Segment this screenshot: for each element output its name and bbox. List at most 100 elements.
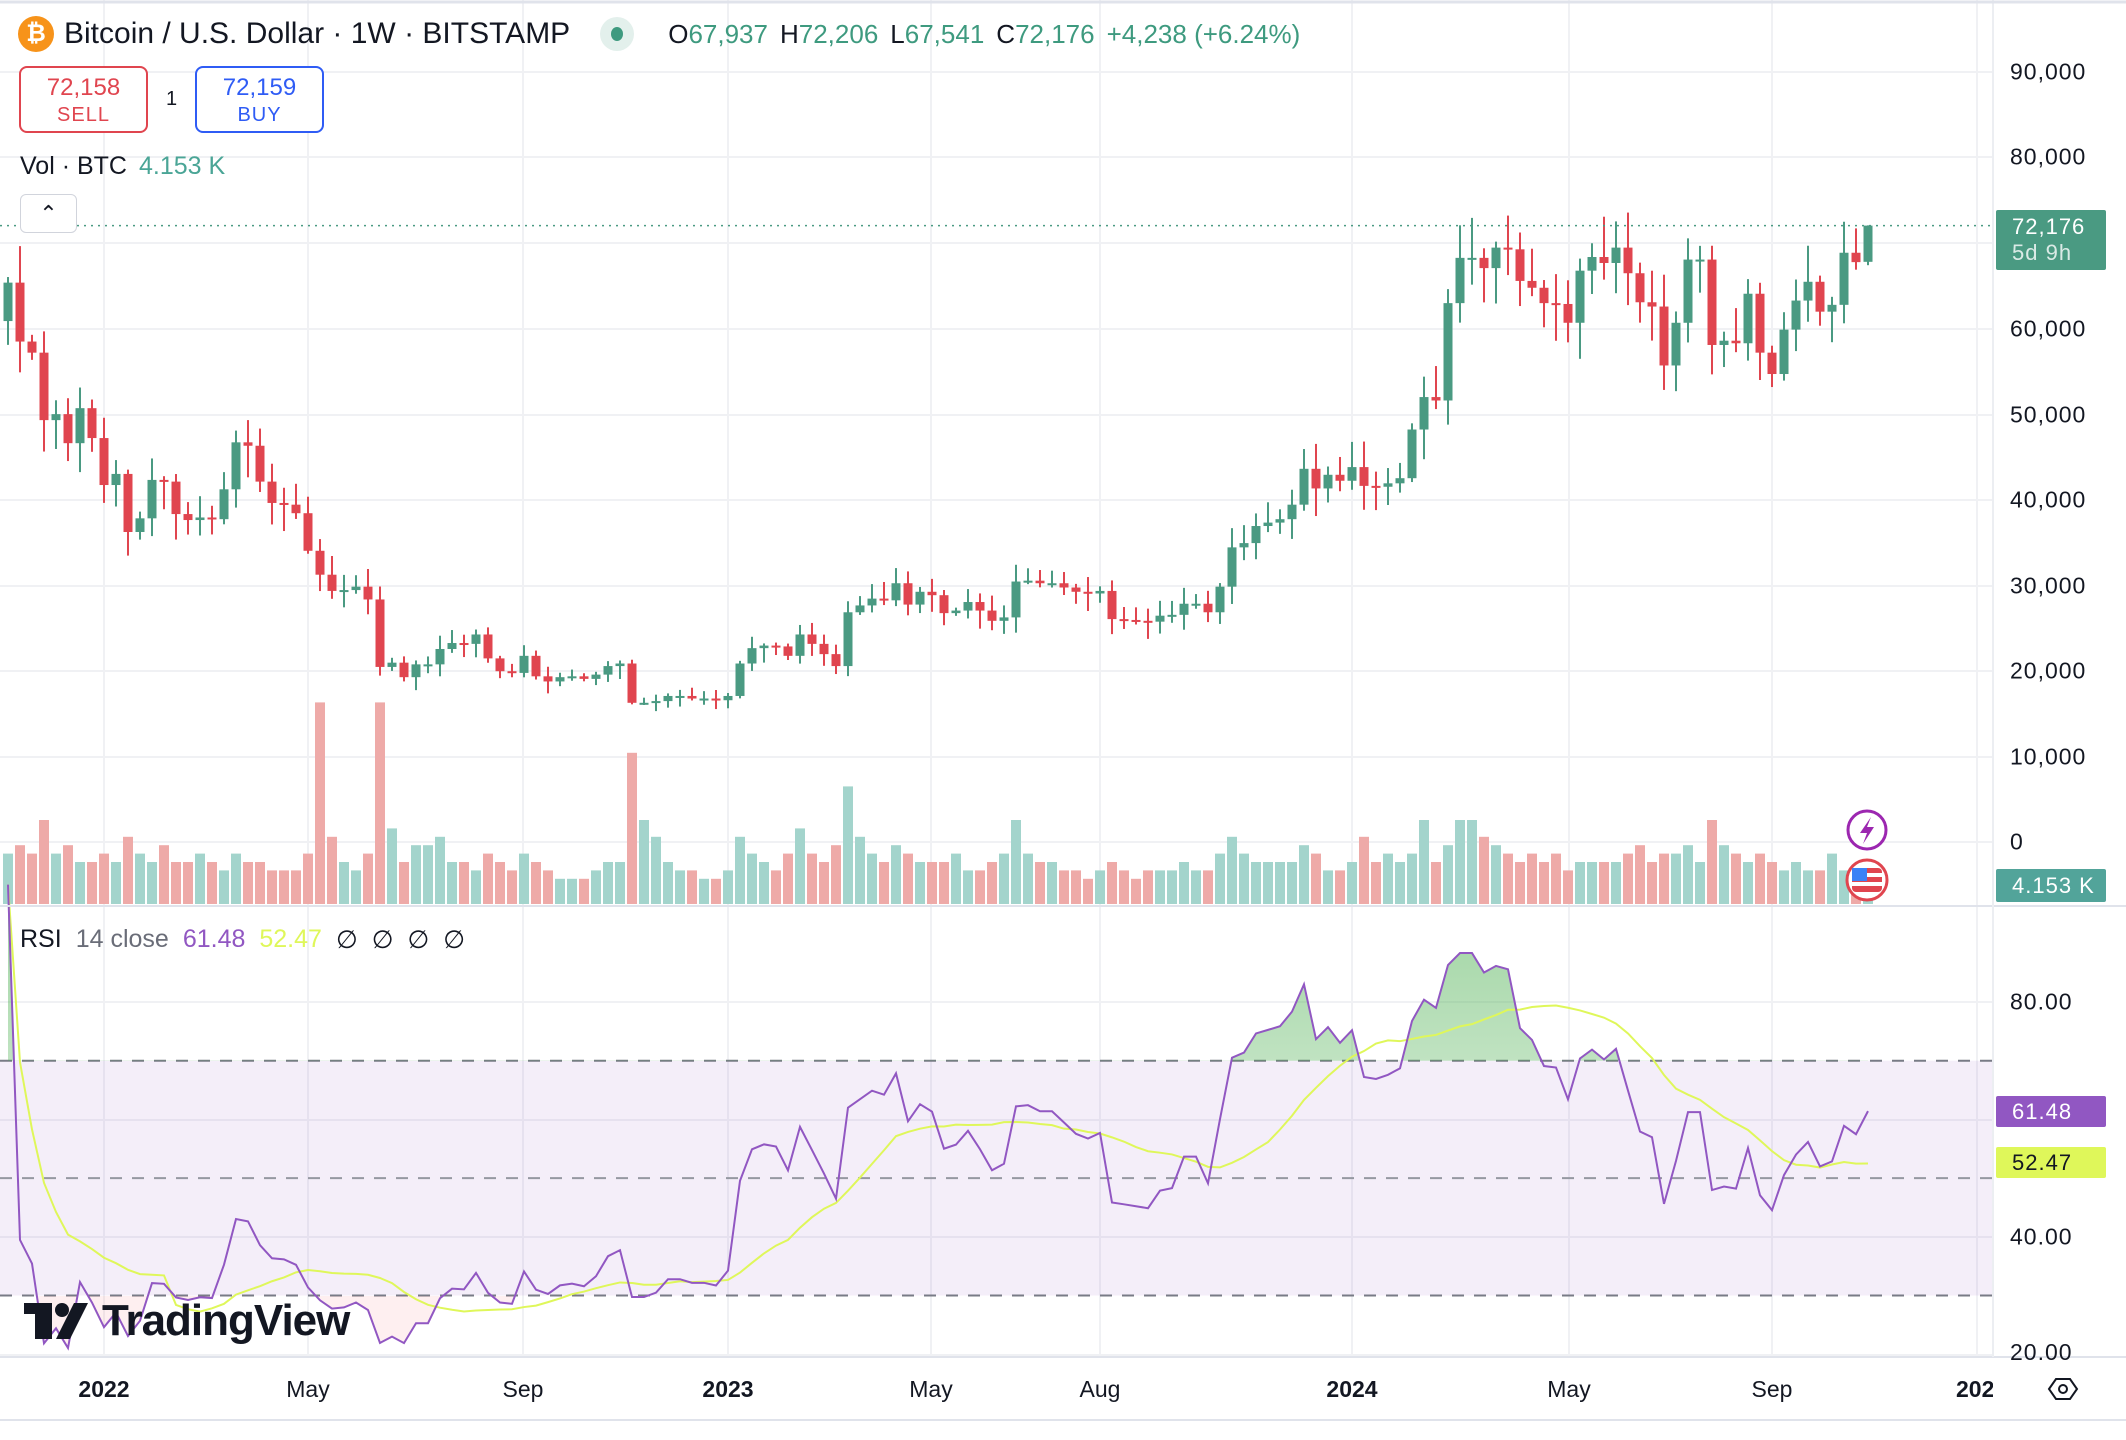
candle-body: [663, 695, 673, 702]
volume-bar: [639, 820, 649, 904]
events-lightning-icon[interactable]: [1846, 809, 1888, 851]
price-tick: 40,000: [2010, 486, 2087, 513]
rsi-legend[interactable]: RSI 14 close 61.48 52.47 ∅ ∅ ∅ ∅: [20, 925, 465, 955]
volume-bar: [819, 862, 829, 904]
volume-bar: [1599, 862, 1609, 904]
candle-body: [927, 591, 937, 596]
candle-body: [1767, 352, 1777, 375]
buy-button[interactable]: 72,159 BUY: [195, 66, 324, 133]
tradingview-logo-icon: [24, 1303, 88, 1339]
volume-bar: [687, 870, 697, 904]
candle-body: [963, 602, 973, 611]
volume-bar: [63, 845, 73, 904]
volume-legend-value: 4.153 K: [138, 152, 226, 180]
volume-bar: [891, 845, 901, 904]
volume-bar: [1395, 862, 1405, 904]
volume-bar: [447, 862, 457, 904]
volume-bar: [1491, 845, 1501, 904]
volume-bar: [1623, 853, 1633, 904]
candle-body: [783, 646, 793, 656]
volume-bar: [1827, 853, 1837, 904]
rsi-oversold-fill: [36, 1296, 647, 1349]
volume-tag: 4.153 K: [1996, 869, 2106, 902]
volume-bar: [1059, 870, 1069, 904]
candle-body: [1779, 329, 1789, 375]
candle-body: [495, 658, 505, 672]
candle-body: [159, 479, 169, 482]
candle-body: [1551, 303, 1561, 306]
candle-body: [1191, 603, 1201, 606]
candle-body: [675, 695, 685, 698]
candle-body: [1623, 247, 1633, 274]
candle-body: [1431, 397, 1441, 401]
candle-body: [1587, 257, 1597, 271]
candle-body: [1359, 467, 1369, 486]
candle-body: [267, 481, 277, 503]
sell-button[interactable]: 72,158 SELL: [19, 66, 148, 133]
tradingview-logo[interactable]: TradingView: [24, 1296, 350, 1346]
close-label: C: [996, 18, 1016, 49]
volume-bar: [231, 853, 241, 904]
volume-bar: [435, 836, 445, 904]
volume-legend[interactable]: Vol · BTC 4.153 K: [20, 152, 225, 181]
volume-bar: [1035, 862, 1045, 904]
rsi-ma-line: [7, 884, 1869, 1313]
volume-bar: [1515, 862, 1525, 904]
chart-settings-icon[interactable]: [2047, 1378, 2079, 1400]
candle-body: [1131, 619, 1141, 622]
time-tick: May: [1547, 1376, 1591, 1402]
candle-body: [807, 634, 817, 644]
volume-bar: [87, 862, 97, 904]
price-tick: 90,000: [2010, 58, 2087, 85]
candle-body: [867, 598, 877, 606]
volume-bar: [1083, 878, 1093, 904]
volume-bar: [291, 870, 301, 904]
volume-bar: [375, 702, 385, 904]
volume-bar: [39, 820, 49, 904]
volume-bar: [555, 878, 565, 904]
candle-body: [471, 634, 481, 644]
volume-bar: [1527, 853, 1537, 904]
candle-body: [1611, 247, 1621, 263]
volume-bar: [675, 870, 685, 904]
volume-bar: [1635, 845, 1645, 904]
volume-bar: [1563, 870, 1573, 904]
candle-body: [819, 643, 829, 655]
close-value: 72,176: [1015, 18, 1095, 49]
candle-body: [147, 479, 157, 519]
candle-body: [123, 473, 133, 532]
time-tick: 2022: [78, 1376, 130, 1402]
candle-body: [1539, 287, 1549, 304]
volume-bar: [1263, 862, 1273, 904]
time-tick: 202: [1956, 1376, 1993, 1402]
candle-body: [1383, 483, 1393, 487]
volume-bar: [1575, 862, 1585, 904]
volume-bar: [1731, 853, 1741, 904]
us-flag-event-icon[interactable]: [1845, 858, 1889, 902]
candle-body: [1803, 281, 1813, 301]
volume-bar: [195, 853, 205, 904]
candle-body: [1527, 280, 1537, 288]
candle-body: [939, 595, 949, 614]
collapse-legend-button[interactable]: ⌃: [20, 194, 77, 233]
volume-bar: [1251, 862, 1261, 904]
market-status-icon[interactable]: [600, 17, 635, 51]
candle-body: [879, 598, 889, 601]
rsi-params: 14 close: [75, 925, 169, 953]
candle-body: [15, 282, 25, 342]
volume-bar: [75, 862, 85, 904]
volume-bar: [1479, 836, 1489, 904]
buy-label: BUY: [237, 104, 282, 126]
volume-bar: [1167, 870, 1177, 904]
last-price: 72,176: [2012, 214, 2086, 239]
symbol-header: ₿ Bitcoin / U.S. Dollar · 1W · BITSTAMP …: [18, 14, 1300, 54]
volume-bar: [123, 836, 133, 904]
candle-body: [135, 518, 145, 532]
volume-bar: [1443, 845, 1453, 904]
high-label: H: [779, 18, 799, 49]
volume-bar: [1419, 820, 1429, 904]
candle-body: [411, 664, 421, 678]
symbol-title[interactable]: Bitcoin / U.S. Dollar · 1W · BITSTAMP: [64, 17, 571, 50]
candle-body: [1143, 620, 1153, 623]
